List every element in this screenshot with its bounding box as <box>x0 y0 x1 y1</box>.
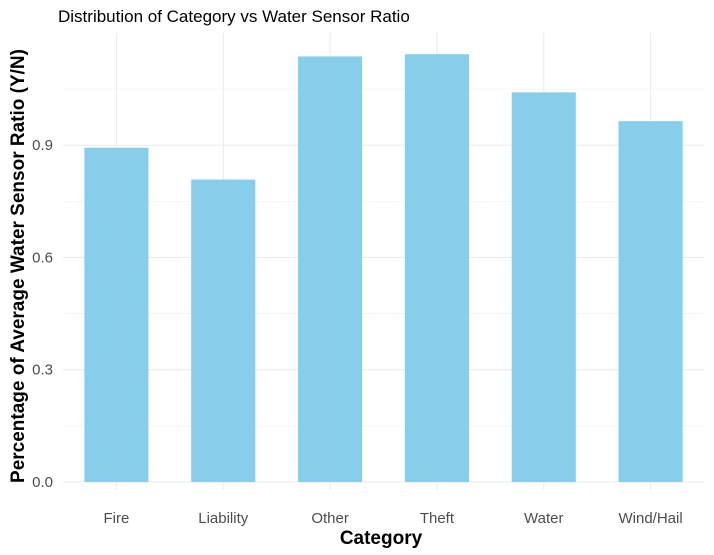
gridlines <box>63 33 704 490</box>
x-tick-label: Fire <box>103 510 129 527</box>
y-tick-label: 0.6 <box>32 249 53 266</box>
x-tick-label: Theft <box>420 510 455 527</box>
bar-theft <box>404 54 469 482</box>
chart-title: Distribution of Category vs Water Sensor… <box>58 7 410 26</box>
bar-other <box>298 56 363 482</box>
y-tick-label: 0.0 <box>32 474 53 491</box>
x-tick-label: Water <box>524 510 563 527</box>
bar-wind-hail <box>618 121 683 482</box>
bar-fire <box>84 147 149 482</box>
bar-water <box>511 92 576 482</box>
y-tick-label: 0.3 <box>32 362 53 379</box>
x-axis-ticks: Fire Liability Other Theft Water Wind/Hail <box>103 510 682 527</box>
bars <box>84 54 683 482</box>
x-tick-label: Wind/Hail <box>618 510 682 527</box>
y-tick-label: 0.9 <box>32 137 53 154</box>
x-tick-label: Liability <box>198 510 249 527</box>
y-axis-ticks: 0.0 0.3 0.6 0.9 <box>32 137 53 491</box>
x-axis-title: Category <box>340 528 423 549</box>
bar-liability <box>191 179 256 482</box>
x-tick-label: Other <box>311 510 349 527</box>
y-axis-title: Percentage of Average Water Sensor Ratio… <box>8 49 29 483</box>
